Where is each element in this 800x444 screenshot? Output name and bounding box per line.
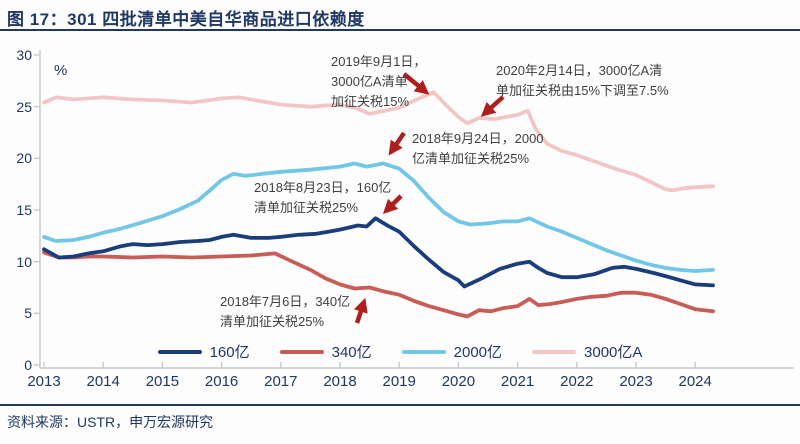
legend-item: 160亿 xyxy=(157,341,250,362)
source-note: 资料来源：USTR，申万宏源研究 xyxy=(7,414,214,430)
annotation: 2020年2月14日，3000亿A清 单加征关税由15%下调至7.5% xyxy=(496,61,669,101)
y-tick-label: 0 xyxy=(24,357,32,373)
chart-legend: 160亿 340亿 2000亿 3000亿A xyxy=(0,341,800,362)
line-340b xyxy=(42,250,715,319)
annotation-line: 2018年7月6日，340亿 xyxy=(220,294,351,309)
x-tick-label: 2023 xyxy=(619,373,653,390)
x-tick-label: 2016 xyxy=(204,373,239,390)
line-2000b xyxy=(42,161,715,273)
annotation: 2018年9月24日，2000 亿清单加征关税25% xyxy=(412,129,544,169)
annotation-arrow xyxy=(402,72,430,95)
y-tick-label: 15 xyxy=(16,202,32,218)
x-tick-label: 2022 xyxy=(560,373,594,390)
y-tick-label: 30 xyxy=(16,47,32,63)
annotation-line: 加征关税15% xyxy=(331,94,410,109)
legend-item: 3000亿A xyxy=(532,341,642,362)
footer-rule xyxy=(0,404,800,406)
annotation-arrow xyxy=(382,194,403,215)
x-tick-label: 2017 xyxy=(264,373,298,390)
title-underline xyxy=(0,29,800,31)
annotation: 2018年8月23日，160亿 清单加征关税25% xyxy=(254,178,391,218)
x-tick-label: 2020 xyxy=(441,373,476,390)
y-tick-label: 25 xyxy=(16,98,32,115)
legend-label: 160亿 xyxy=(209,344,250,361)
legend-label: 3000亿A xyxy=(584,344,643,361)
annotation-line: 3000亿A清单 xyxy=(331,74,408,89)
y-axis-unit-label: % xyxy=(54,62,68,79)
annotation-line: 清单加征关税25% xyxy=(254,200,359,215)
legend-swatch xyxy=(401,349,446,354)
x-tick-label: 2019 xyxy=(382,373,416,390)
annotation-arrow xyxy=(353,297,368,324)
annotation: 2019年9月1日， 3000亿A清单 加征关税15% xyxy=(331,52,426,112)
annotation-arrow xyxy=(388,131,406,156)
x-tick-label: 2024 xyxy=(678,373,712,390)
x-tick-label: 2021 xyxy=(500,373,535,390)
annotation: 2018年7月6日，340亿 清单加征关税25% xyxy=(220,292,350,332)
annotation-line: 2020年2月14日，3000亿A清 xyxy=(496,63,663,78)
annotation-line: 2018年9月24日，2000 xyxy=(412,131,544,146)
legend-label: 340亿 xyxy=(331,344,372,361)
line-3000a xyxy=(42,90,715,193)
legend-swatch xyxy=(532,349,577,354)
legend-item: 340亿 xyxy=(279,341,372,362)
y-tick-label: 10 xyxy=(16,253,32,270)
legend-label: 2000亿 xyxy=(453,344,503,361)
y-tick-label: 20 xyxy=(16,150,32,167)
annotation-line: 单加征关税由15%下调至7.5% xyxy=(496,83,669,98)
annotation-line: 清单加征关税25% xyxy=(220,314,325,329)
annotation-arrow xyxy=(480,95,505,117)
annotation-line: 2019年9月1日， xyxy=(331,54,427,69)
legend-swatch xyxy=(279,349,324,354)
figure-title: 图 17：301 四批清单中美自华商品进口依赖度 xyxy=(7,10,365,29)
x-tick-label: 2014 xyxy=(86,373,120,390)
x-tick-label: 2013 xyxy=(27,373,61,390)
legend-item: 2000亿 xyxy=(401,341,503,362)
annotation-line: 亿清单加征关税25% xyxy=(412,151,530,166)
y-tick-label: 5 xyxy=(24,305,32,322)
x-tick-label: 2018 xyxy=(323,373,357,390)
annotation-line: 2018年8月23日，160亿 xyxy=(254,180,392,195)
x-tick-label: 2015 xyxy=(145,373,180,390)
line-160b xyxy=(42,216,715,289)
legend-swatch xyxy=(157,349,202,354)
